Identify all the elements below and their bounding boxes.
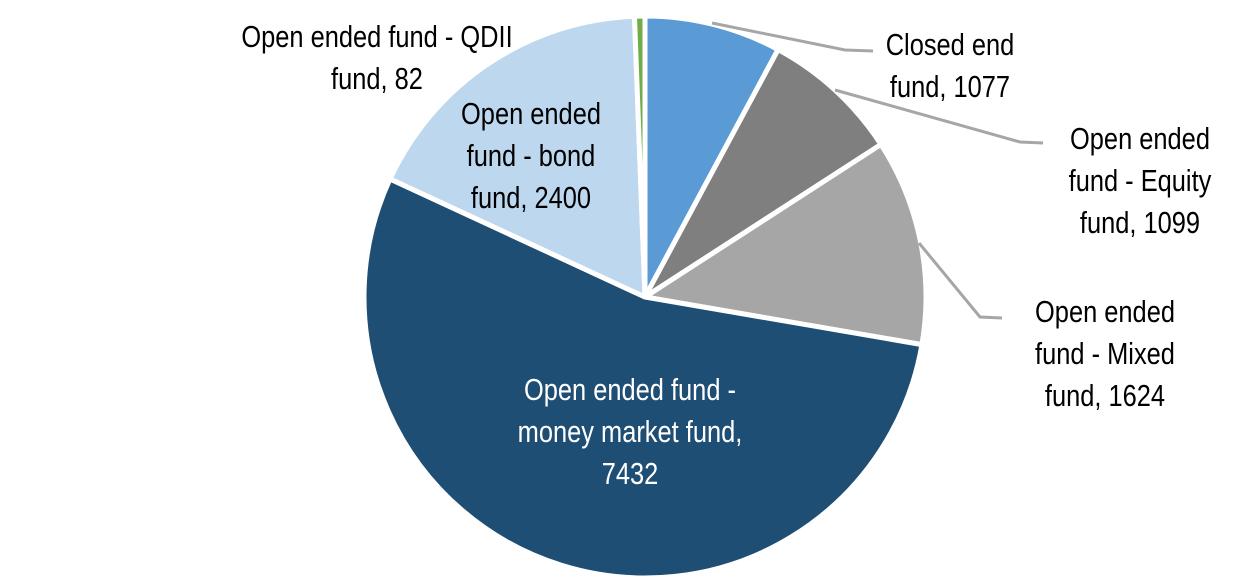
data-label-closed-end-fund: Closed end fund, 1077 bbox=[885, 27, 1015, 104]
leader-line-2 bbox=[917, 242, 1003, 320]
pie-slice-bond-fund bbox=[387, 13, 648, 300]
data-label-equity-fund: Open ended fund - Equity fund, 1099 bbox=[1068, 121, 1212, 240]
data-label-bond-fund: Open ended fund - bond fund, 2400 bbox=[461, 96, 601, 215]
pie-slice-mixed-fund bbox=[642, 141, 929, 348]
pie-slice-money-market-fund bbox=[361, 176, 925, 581]
pie-slice-qdii-fund bbox=[631, 13, 648, 300]
data-label-money-market-fund: Open ended fund - money market fund, 7432 bbox=[517, 372, 743, 491]
leader-line-0 bbox=[711, 21, 874, 53]
data-label-qdii-fund: Open ended fund - QDII fund, 82 bbox=[241, 19, 513, 96]
leader-line-1 bbox=[834, 88, 1044, 145]
data-label-mixed-fund: Open ended fund - Mixed fund, 1624 bbox=[1035, 294, 1175, 413]
